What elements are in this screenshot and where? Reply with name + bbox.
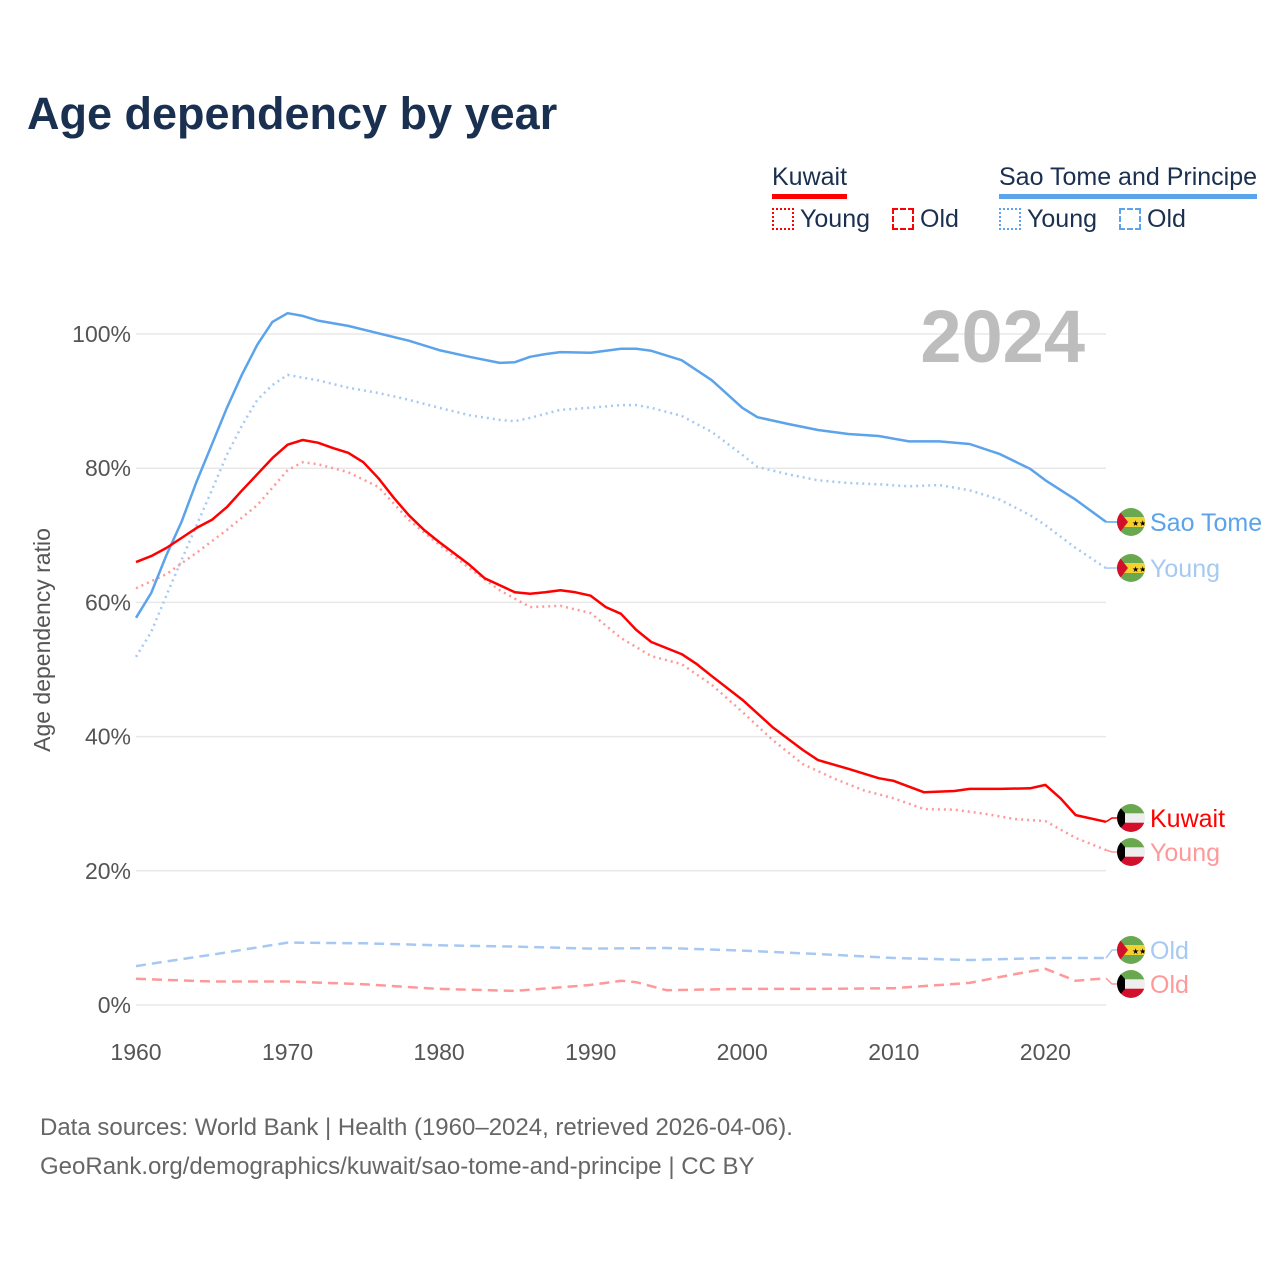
- dashed-swatch-icon: [892, 208, 914, 230]
- x-tick-label: 2000: [717, 1039, 768, 1065]
- label-connector: [1105, 817, 1118, 823]
- x-tick-label: 2020: [1020, 1039, 1071, 1065]
- label-connector: [1105, 949, 1118, 959]
- y-tick-label: 80%: [85, 455, 131, 481]
- series-line-stp_total: [134, 311, 1107, 619]
- legend-kuwait-young[interactable]: Young: [772, 205, 870, 234]
- legend-label: Young: [800, 205, 870, 233]
- footer: Data sources: World Bank | Health (1960–…: [40, 1108, 793, 1186]
- kuwait-flag-icon: [1117, 970, 1145, 999]
- series-line-kw_total: [135, 438, 1107, 824]
- x-tick-label: 2010: [868, 1039, 919, 1065]
- sao-tome-flag-icon: [1117, 936, 1146, 964]
- legend-stp-young[interactable]: Young: [999, 205, 1097, 234]
- y-tick-label: 40%: [85, 724, 131, 750]
- legend-label: Old: [1147, 205, 1186, 233]
- x-tick-label: 1980: [414, 1039, 465, 1065]
- sao-tome-flag-icon: [1117, 554, 1146, 582]
- y-tick-label: 0%: [98, 992, 131, 1018]
- series-line-kw_old: [135, 967, 1107, 993]
- legend-label: Young: [1027, 205, 1097, 233]
- chart-plot: ★★ 0%20%40%60%80%100%1960 1970 1980 1990 200…: [29, 295, 1262, 1065]
- end-label-stp_old: Old: [1150, 937, 1189, 965]
- year-label: 2024: [920, 295, 1085, 378]
- series-line-stp_old: [135, 941, 1106, 968]
- footer-link[interactable]: GeoRank.org/demographics/kuwait/sao-tome…: [40, 1153, 755, 1180]
- legend-kuwait-old[interactable]: Old: [892, 205, 959, 234]
- chart-title: Age dependency by year: [27, 88, 558, 139]
- x-tick-label: 1970: [262, 1039, 313, 1065]
- y-tick-label: 20%: [85, 858, 131, 884]
- footer-sources: Data sources: World Bank | Health (1960–…: [40, 1114, 793, 1141]
- series-line-kw_young: [135, 460, 1107, 852]
- kuwait-flag-icon: [1117, 838, 1145, 867]
- legend-label: Old: [920, 205, 959, 233]
- legend-stp-old[interactable]: Old: [1119, 205, 1186, 234]
- x-tick-label: 1990: [565, 1039, 616, 1065]
- end-label-kw_young: Young: [1150, 839, 1220, 867]
- x-tick-label: 1960: [110, 1039, 161, 1065]
- end-label-kw_old: Old: [1150, 971, 1189, 999]
- dashed-swatch-icon: [1119, 208, 1141, 230]
- end-label-stp_young: Young: [1150, 555, 1220, 583]
- y-tick-label: 60%: [85, 589, 131, 615]
- legend-kuwait-header: Kuwait: [772, 163, 848, 199]
- dotted-swatch-icon: [772, 208, 794, 230]
- legend-stp-header: Sao Tome and Principe: [999, 163, 1258, 199]
- kuwait-flag-icon: [1117, 804, 1145, 833]
- y-tick-label: 100%: [72, 321, 131, 347]
- end-label-stp_total: Sao Tome: [1150, 509, 1262, 537]
- label-connector: [1105, 849, 1118, 853]
- label-connector: [1105, 977, 1118, 985]
- end-label-kw_total: Kuwait: [1150, 805, 1225, 833]
- sao-tome-flag-icon: [1117, 508, 1146, 536]
- dotted-swatch-icon: [999, 208, 1021, 230]
- y-axis-label: Age dependency ratio: [29, 528, 55, 752]
